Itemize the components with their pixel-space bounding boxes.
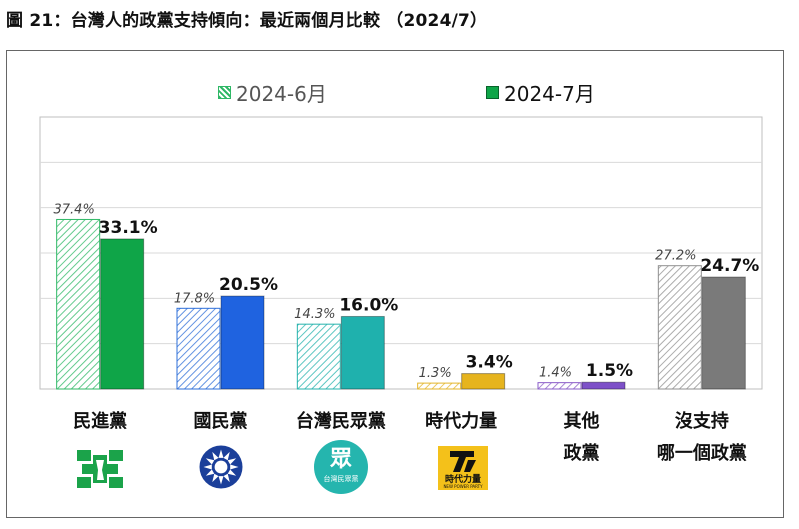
data-label-npp-july: 3.4% bbox=[466, 353, 513, 373]
bar-dpp-july bbox=[100, 238, 145, 390]
tpp-logo-mark: 眾 bbox=[329, 447, 352, 472]
data-label-none-july: 24.7% bbox=[700, 256, 759, 276]
category-label-dpp: 民進黨 bbox=[73, 411, 128, 432]
data-label-kmt-july: 20.5% bbox=[219, 275, 278, 295]
dpp-flag-icon bbox=[77, 450, 123, 488]
page-title: 圖 21：台灣人的政黨支持傾向：最近兩個月比較 （2024/7） bbox=[6, 11, 488, 31]
bar-none-july bbox=[701, 276, 746, 390]
category-label-none-line2: 哪一個政黨 bbox=[656, 443, 747, 464]
bar-dpp-june bbox=[56, 218, 101, 390]
category-label-tpp: 台灣民眾黨 bbox=[295, 411, 386, 432]
data-label-tpp-june: 14.3% bbox=[294, 307, 335, 322]
bar-tpp-july bbox=[340, 315, 385, 390]
bar-other-july bbox=[581, 381, 626, 390]
bar-npp-june bbox=[417, 382, 462, 390]
data-label-none-june: 27.2% bbox=[655, 249, 696, 264]
legend-item-july: 2024-7月 bbox=[486, 78, 595, 107]
legend-label-june: 2024-6月 bbox=[236, 82, 327, 106]
data-label-npp-june: 1.3% bbox=[419, 366, 452, 381]
legend-label-july: 2024-7月 bbox=[504, 82, 595, 106]
legend-swatch-july bbox=[486, 86, 499, 99]
bar-kmt-june bbox=[176, 307, 221, 390]
data-label-dpp-july: 33.1% bbox=[99, 218, 158, 238]
data-label-kmt-june: 17.8% bbox=[174, 291, 215, 306]
npp-logo-caption: NEW POWER PARTY bbox=[443, 484, 483, 489]
data-label-other-june: 1.4% bbox=[539, 366, 572, 381]
bar-npp-july bbox=[461, 373, 506, 390]
bar-none-june bbox=[657, 265, 702, 390]
bar-tpp-june bbox=[296, 323, 341, 390]
category-label-kmt: 國民黨 bbox=[193, 411, 248, 432]
tpp-logo-icon: 眾 台灣民眾黨 bbox=[314, 440, 368, 494]
chart-legend: 2024-6月 2024-7月 bbox=[0, 78, 799, 107]
data-label-other-july: 1.5% bbox=[586, 361, 633, 381]
legend-swatch-june bbox=[218, 86, 231, 99]
category-label-other-line2: 政黨 bbox=[563, 443, 600, 464]
legend-item-june: 2024-6月 bbox=[218, 78, 327, 107]
npp-logo-icon: 時代力量 NEW POWER PARTY bbox=[438, 446, 488, 490]
category-label-other: 其他 bbox=[563, 411, 600, 432]
npp-logo-mark: 時代力量 bbox=[444, 475, 481, 485]
data-label-tpp-july: 16.0% bbox=[339, 295, 398, 315]
bar-other-june bbox=[537, 382, 582, 390]
chart-frame bbox=[6, 50, 784, 518]
kmt-sun-icon bbox=[199, 445, 243, 489]
category-label-none: 沒支持 bbox=[674, 411, 729, 432]
data-label-dpp-june: 37.4% bbox=[54, 202, 95, 217]
category-label-npp: 時代力量 bbox=[425, 411, 498, 432]
tpp-logo-caption: 台灣民眾黨 bbox=[323, 475, 359, 483]
bar-kmt-july bbox=[220, 295, 265, 390]
